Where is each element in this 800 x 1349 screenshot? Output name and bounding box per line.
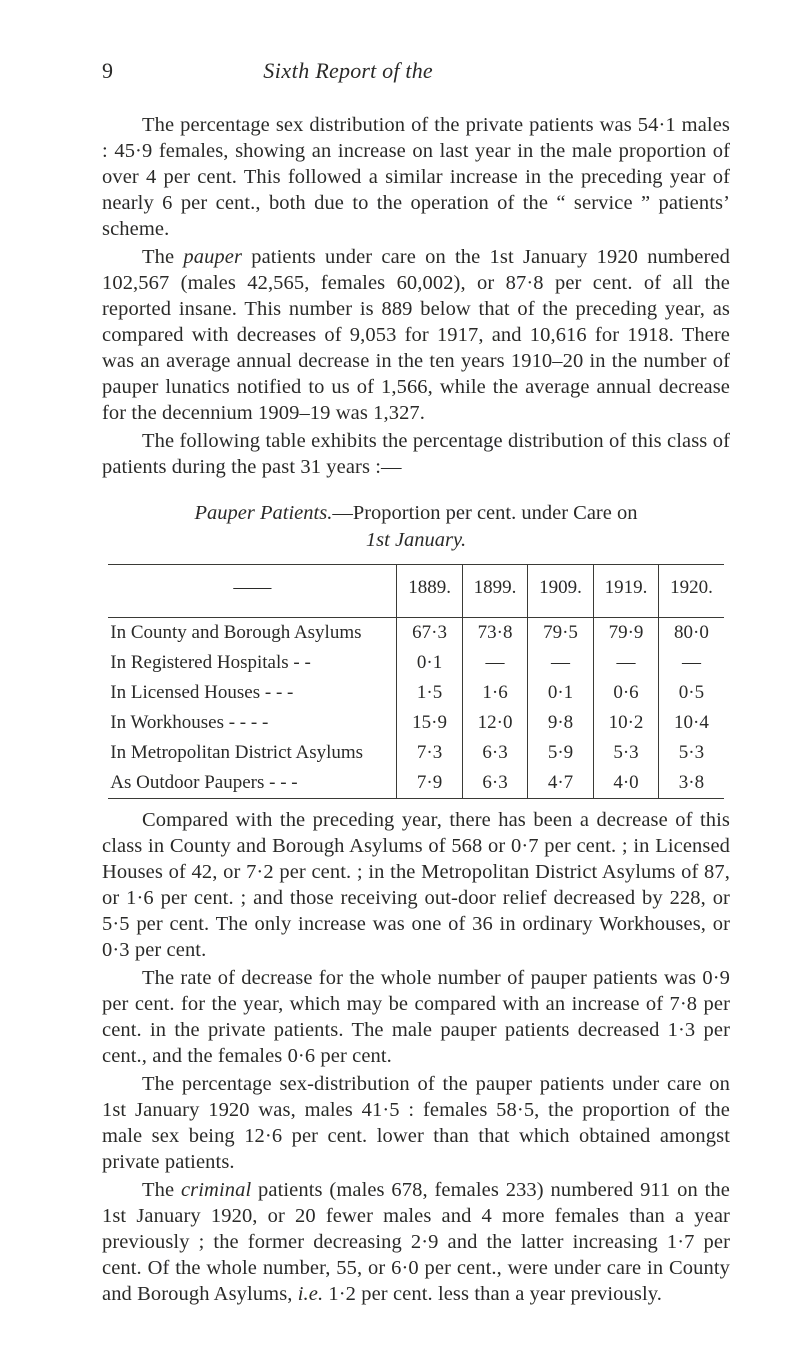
row-label: As Outdoor Paupers - - -	[108, 768, 397, 799]
para7-ie: i.e.	[298, 1283, 323, 1305]
para2-pauper: pauper	[183, 246, 242, 268]
cell: 15·9	[397, 708, 462, 738]
table-row: As Outdoor Paupers - - - 7·9 6·3 4·7 4·0…	[108, 768, 723, 799]
table-header-1899: 1899.	[462, 573, 527, 603]
cell: 9·8	[528, 708, 593, 738]
cell: 12·0	[462, 708, 527, 738]
cell: 79·9	[593, 617, 658, 648]
cell: 10·4	[659, 708, 724, 738]
cell: 67·3	[397, 617, 462, 648]
cell: 79·5	[528, 617, 593, 648]
cell: 73·8	[462, 617, 527, 648]
table-header-1920: 1920.	[659, 573, 724, 603]
cell: 5·9	[528, 738, 593, 768]
table-title-dash: —Proportion per cent. under Care on	[332, 502, 637, 524]
row-label: In Metropolitan District Asylums	[108, 738, 397, 768]
row-label: In Registered Hospitals - -	[108, 648, 397, 678]
cell: 7·9	[397, 768, 462, 799]
paragraph-4: Compared with the preceding year, there …	[102, 807, 730, 963]
para2-a: The	[142, 246, 183, 268]
table-header-row: —— 1889. 1899. 1909. 1919. 1920.	[108, 573, 723, 603]
header-title: Sixth Report of the	[263, 58, 433, 84]
cell: 0·6	[593, 678, 658, 708]
cell: 4·0	[593, 768, 658, 799]
cell: —	[462, 648, 527, 678]
table-header-1919: 1919.	[593, 573, 658, 603]
cell: —	[593, 648, 658, 678]
para7-criminal: criminal	[181, 1179, 251, 1201]
cell: 6·3	[462, 738, 527, 768]
cell: 6·3	[462, 768, 527, 799]
table-header-1889: 1889.	[397, 573, 462, 603]
spacer	[102, 482, 730, 488]
cell: 1·6	[462, 678, 527, 708]
paragraph-6: The percentage sex-distribution of the p…	[102, 1071, 730, 1175]
cell: 3·8	[659, 768, 724, 799]
table-row: In Metropolitan District Asylums 7·3 6·3…	[108, 738, 723, 768]
paragraph-7: The criminal patients (males 678, female…	[102, 1177, 730, 1307]
row-label: In County and Borough Asylums	[108, 617, 397, 648]
table-title-line2: 1st 1st January.January.	[366, 529, 466, 551]
para7-a: The	[142, 1179, 181, 1201]
cell: 80·0	[659, 617, 724, 648]
page-content: 9 Sixth Report of the The percentage sex…	[0, 0, 800, 1349]
table-header-spacer	[108, 603, 723, 618]
table-header-1909: 1909.	[528, 573, 593, 603]
paragraph-2: The pauper patients under care on the 1s…	[102, 244, 730, 426]
row-label: In Licensed Houses - - -	[108, 678, 397, 708]
cell: —	[659, 648, 724, 678]
header-rest: Report of the	[310, 58, 433, 83]
table-row: In County and Borough Asylums 67·3 73·8 …	[108, 617, 723, 648]
table-row: In Registered Hospitals - - 0·1 — — — —	[108, 648, 723, 678]
header-sixth: Sixth	[263, 58, 310, 83]
cell: 0·5	[659, 678, 724, 708]
row-label: In Workhouses - - - -	[108, 708, 397, 738]
cell: 5·3	[593, 738, 658, 768]
cell: —	[528, 648, 593, 678]
table-top-spacer	[108, 564, 723, 573]
running-header: 9 Sixth Report of the	[102, 58, 730, 84]
paragraph-1: The percentage sex distribution of the p…	[102, 112, 730, 242]
table-title: Pauper Patients.—Proportion per cent. un…	[102, 500, 730, 553]
cell: 4·7	[528, 768, 593, 799]
para7-c: 1·2 per cent. less than a year previousl…	[323, 1283, 662, 1305]
pauper-table: —— 1889. 1899. 1909. 1919. 1920. In Coun…	[108, 564, 723, 799]
para2-b: patients under care on the 1st January 1…	[102, 246, 730, 424]
cell: 7·3	[397, 738, 462, 768]
cell: 5·3	[659, 738, 724, 768]
table-row: In Workhouses - - - - 15·9 12·0 9·8 10·2…	[108, 708, 723, 738]
table-title-a: Pauper Patients.	[195, 502, 333, 524]
table-header-blank: ——	[108, 573, 397, 603]
cell: 10·2	[593, 708, 658, 738]
cell: 1·5	[397, 678, 462, 708]
cell: 0·1	[397, 648, 462, 678]
cell: 0·1	[528, 678, 593, 708]
paragraph-5: The rate of decrease for the whole numbe…	[102, 965, 730, 1069]
page-number: 9	[102, 58, 113, 84]
paragraph-3: The following table exhibits the percent…	[102, 428, 730, 480]
table-row: In Licensed Houses - - - 1·5 1·6 0·1 0·6…	[108, 678, 723, 708]
